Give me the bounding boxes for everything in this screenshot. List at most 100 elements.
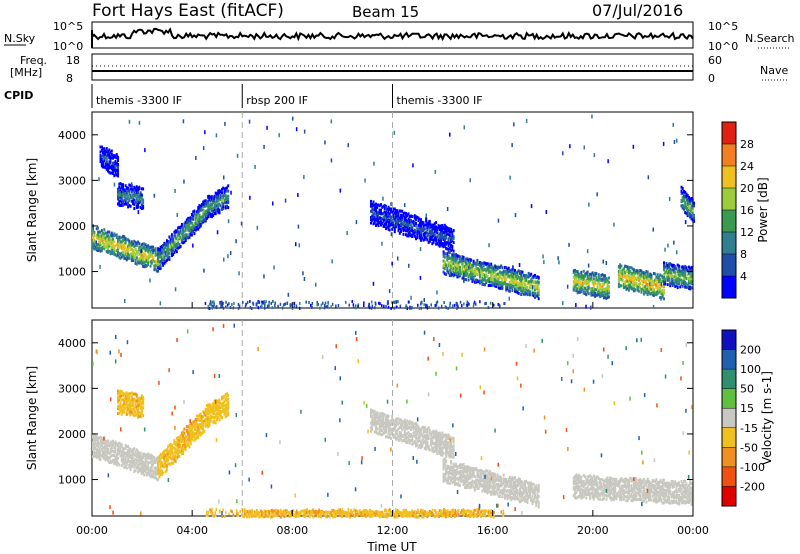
range-cell <box>180 238 183 242</box>
range-cell <box>426 228 429 231</box>
range-cell <box>167 252 170 256</box>
range-cell <box>119 401 122 405</box>
range-cell <box>174 441 177 445</box>
range-cell <box>199 223 202 226</box>
range-cell <box>483 267 486 271</box>
range-cell <box>129 449 132 453</box>
range-cell <box>465 271 468 275</box>
range-cell <box>138 397 141 400</box>
range-cell <box>522 292 525 296</box>
range-cell <box>693 218 695 222</box>
range-cell <box>202 208 205 212</box>
range-cell <box>216 195 218 199</box>
range-cell <box>470 266 473 269</box>
range-cell <box>114 440 117 444</box>
range-cell <box>102 163 104 167</box>
range-cell <box>134 261 137 265</box>
range-cell <box>377 203 380 207</box>
range-cell <box>138 193 141 197</box>
range-cell <box>689 201 692 205</box>
range-cell <box>465 257 468 261</box>
range-cell <box>426 238 429 242</box>
range-cell <box>431 446 434 450</box>
range-cell <box>390 202 392 207</box>
range-cell <box>376 217 379 221</box>
range-cell <box>98 246 101 250</box>
range-cell <box>410 433 412 437</box>
range-cell <box>684 282 687 286</box>
range-cell <box>413 234 416 238</box>
range-cell <box>174 453 177 457</box>
range-cell <box>209 302 211 306</box>
range-cell <box>160 471 163 475</box>
range-cell <box>202 218 205 222</box>
range-cell <box>154 466 157 470</box>
colorbar-tick-label: 24 <box>740 160 754 173</box>
range-cell <box>132 254 135 258</box>
range-cell <box>226 303 229 307</box>
range-cell <box>378 412 381 416</box>
range-cell <box>436 226 439 230</box>
range-cell <box>693 216 695 220</box>
range-cell <box>175 436 178 440</box>
range-cell <box>382 412 385 416</box>
range-cell <box>100 234 103 238</box>
range-cell <box>147 249 150 253</box>
range-cell <box>445 452 448 456</box>
range-cell <box>157 478 160 482</box>
range-cell <box>159 248 162 252</box>
range-cell <box>135 193 138 197</box>
range-cell <box>395 418 397 422</box>
range-cell <box>423 237 426 241</box>
range-cell <box>117 169 119 172</box>
range-cell <box>376 431 379 435</box>
range-cell <box>193 432 196 436</box>
range-cell <box>516 285 519 289</box>
range-cell <box>630 275 633 279</box>
range-cell <box>134 453 137 457</box>
range-cell <box>490 272 493 276</box>
range-cell <box>397 223 400 227</box>
range-cell <box>587 277 590 281</box>
range-cell <box>198 430 201 434</box>
range-cell <box>112 168 114 171</box>
range-cell <box>223 189 226 193</box>
range-cell <box>209 207 212 211</box>
range-cell <box>686 273 689 277</box>
range-cell <box>104 156 107 160</box>
range-cell <box>132 259 135 262</box>
range-cell <box>115 163 118 167</box>
range-cell <box>632 289 635 293</box>
range-cell <box>164 242 167 246</box>
range-cell <box>103 150 106 154</box>
range-cell <box>387 418 390 422</box>
range-cell <box>145 473 148 477</box>
range-cell <box>497 283 500 287</box>
range-cell <box>99 160 102 163</box>
range-cell <box>194 427 197 430</box>
range-cell <box>514 213 517 218</box>
range-cell <box>448 230 451 234</box>
range-cell <box>182 444 185 448</box>
range-cell <box>97 454 99 458</box>
range-cell <box>644 289 647 293</box>
range-cell <box>159 255 162 259</box>
range-cell <box>512 272 515 276</box>
range-cell <box>380 433 382 437</box>
range-cell <box>432 442 435 445</box>
freq-label-2: [MHz] <box>10 66 42 79</box>
range-cell <box>420 224 422 228</box>
range-cell <box>94 439 97 443</box>
range-cell <box>656 291 659 295</box>
range-cell <box>380 414 382 417</box>
range-cell <box>130 459 133 463</box>
range-cell <box>663 268 665 272</box>
range-cell <box>425 441 428 445</box>
range-cell <box>281 306 284 310</box>
range-cell <box>470 264 473 267</box>
range-cell <box>183 229 186 233</box>
range-cell <box>655 286 658 290</box>
range-cell <box>445 449 448 453</box>
range-cell <box>377 421 380 425</box>
range-cell <box>127 195 130 199</box>
